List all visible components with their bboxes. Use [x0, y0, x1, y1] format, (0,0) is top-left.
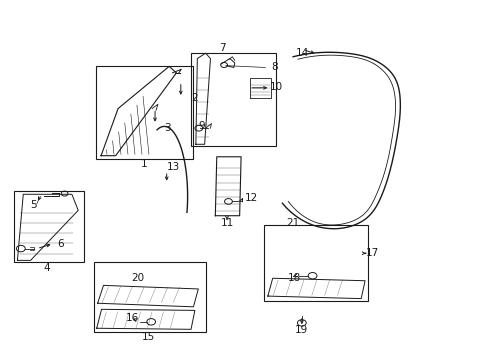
- Text: 17: 17: [366, 248, 379, 258]
- Text: 20: 20: [131, 273, 144, 283]
- Text: 12: 12: [244, 193, 257, 203]
- Text: 16: 16: [125, 312, 138, 323]
- Text: 6: 6: [57, 239, 64, 249]
- Text: 11: 11: [221, 218, 234, 228]
- Text: 2: 2: [191, 93, 197, 103]
- Bar: [96, 66, 193, 158]
- Text: 4: 4: [43, 262, 50, 273]
- Bar: [14, 191, 84, 262]
- Text: 1: 1: [140, 159, 147, 169]
- Bar: [191, 53, 276, 146]
- Text: 13: 13: [166, 162, 180, 172]
- Text: 18: 18: [287, 273, 301, 283]
- Text: 14: 14: [296, 48, 309, 58]
- Text: 7: 7: [219, 43, 225, 53]
- Text: 9: 9: [198, 121, 204, 131]
- Bar: [264, 225, 368, 301]
- Text: 21: 21: [286, 218, 299, 228]
- Text: 10: 10: [270, 82, 283, 92]
- Text: 3: 3: [164, 123, 170, 133]
- Text: 5: 5: [30, 200, 36, 210]
- Text: 15: 15: [142, 332, 155, 342]
- Bar: [94, 262, 205, 332]
- Text: 8: 8: [271, 63, 277, 72]
- Text: 19: 19: [295, 325, 308, 335]
